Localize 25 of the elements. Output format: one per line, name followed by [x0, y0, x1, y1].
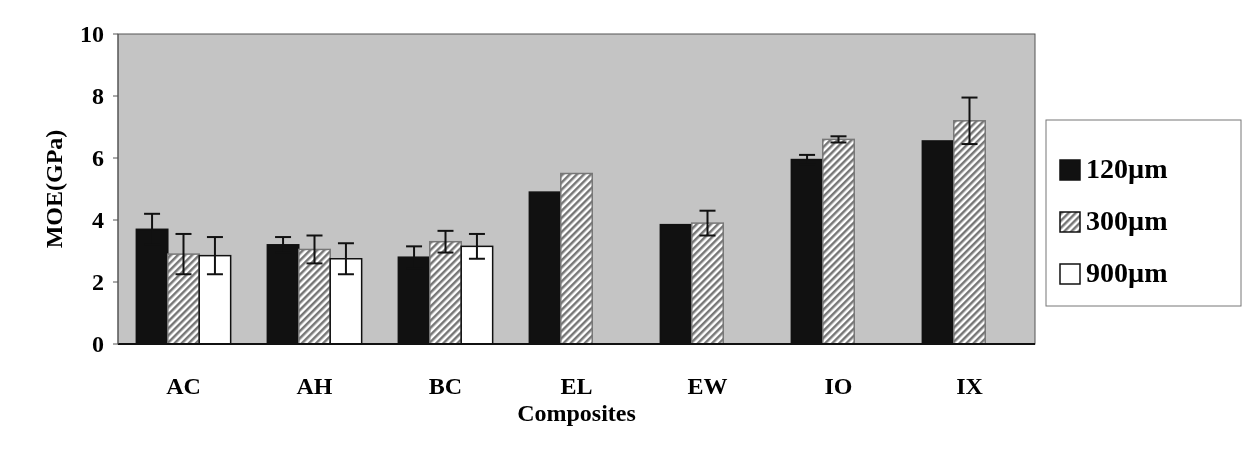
x-tick-label: BC	[428, 373, 463, 399]
x-tick-label: IX	[956, 373, 984, 399]
y-tick-label: 4	[92, 207, 104, 234]
x-axis-title: Composites	[517, 400, 636, 426]
x-tick-label: EW	[687, 373, 728, 399]
legend-label: 900µm	[1086, 257, 1168, 288]
y-axis-title: MOE(GPa)	[41, 129, 67, 249]
legend-label: 300µm	[1086, 205, 1168, 236]
y-tick-label: 10	[80, 21, 104, 48]
bar	[560, 172, 593, 345]
x-tick-label: AC	[166, 373, 201, 399]
bar	[429, 240, 462, 345]
x-tick-label: EL	[560, 373, 593, 399]
bar	[691, 222, 724, 345]
x-tick-label: IO	[824, 373, 853, 399]
y-tick-label: 8	[92, 83, 104, 110]
y-tick-label: 2	[92, 269, 104, 296]
bar	[298, 248, 331, 345]
bar	[167, 253, 200, 345]
bar	[822, 138, 855, 345]
bar	[953, 120, 986, 345]
x-tick-label: AH	[296, 373, 333, 399]
y-tick-label: 6	[92, 145, 104, 172]
legend-label: 120µm	[1086, 153, 1168, 184]
y-tick-label: 0	[92, 331, 104, 358]
